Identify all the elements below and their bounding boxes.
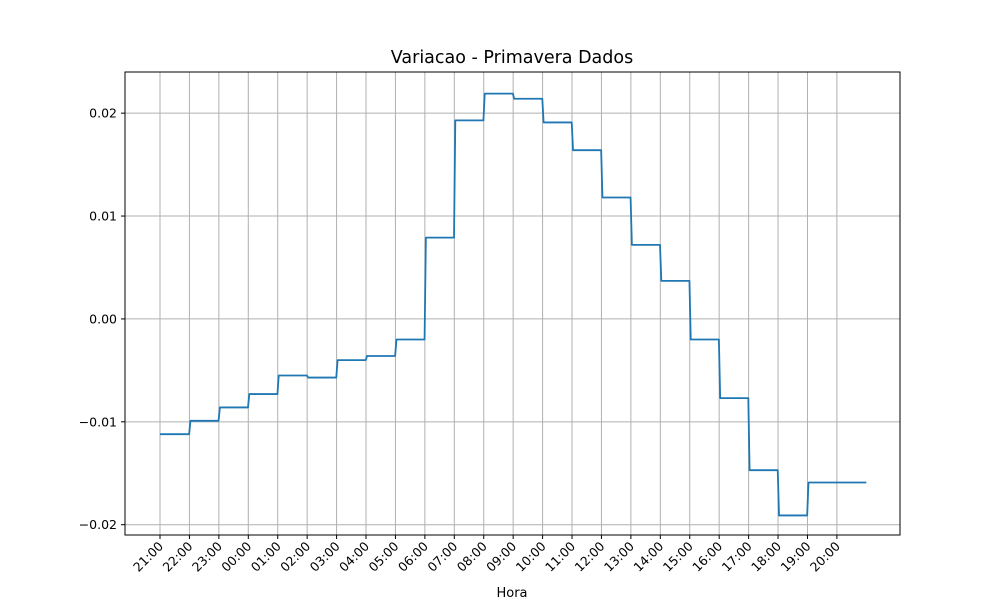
x-tick-label: 19:00 — [777, 538, 813, 574]
x-tick-label: 02:00 — [277, 538, 313, 574]
y-tick-label: −0.02 — [79, 517, 117, 532]
x-axis-label: Hora — [496, 586, 527, 600]
grid — [125, 72, 900, 535]
x-tick-label: 14:00 — [630, 538, 666, 574]
x-tick-label: 21:00 — [130, 538, 166, 574]
x-tick-label: 18:00 — [748, 538, 784, 574]
series-line — [160, 92, 867, 517]
y-tick-label: 0.01 — [89, 209, 117, 224]
x-axis: 21:0022:0023:0000:0001:0002:0003:0004:00… — [130, 535, 843, 575]
x-tick-label: 04:00 — [336, 538, 372, 574]
x-tick-label: 20:00 — [807, 538, 843, 574]
y-tick-label: −0.01 — [79, 414, 117, 429]
x-tick-label: 23:00 — [189, 538, 225, 574]
x-tick-label: 22:00 — [159, 538, 195, 574]
x-tick-label: 01:00 — [248, 538, 284, 574]
x-tick-label: 00:00 — [218, 538, 254, 574]
x-tick-label: 10:00 — [513, 538, 549, 574]
plot-frame — [124, 71, 901, 536]
x-tick-label: 03:00 — [307, 538, 343, 574]
x-tick-label: 05:00 — [365, 538, 401, 574]
x-tick-label: 13:00 — [601, 538, 637, 574]
y-tick-label: 0.00 — [89, 311, 117, 326]
x-tick-label: 16:00 — [689, 538, 725, 574]
series-layer — [160, 92, 867, 517]
x-tick-label: 11:00 — [542, 538, 578, 574]
x-tick-label: 07:00 — [424, 538, 460, 574]
x-tick-label: 09:00 — [483, 538, 519, 574]
y-axis: −0.02 −0.01 0.00 0.01 0.02 — [79, 106, 125, 532]
x-tick-label: 15:00 — [660, 538, 696, 574]
x-tick-label: 12:00 — [571, 538, 607, 574]
chart-title: Variacao - Primavera Dados — [391, 48, 633, 68]
x-tick-label: 08:00 — [454, 538, 490, 574]
x-tick-label: 06:00 — [395, 538, 431, 574]
x-tick-label: 17:00 — [719, 538, 755, 574]
y-tick-label: 0.02 — [89, 106, 117, 121]
